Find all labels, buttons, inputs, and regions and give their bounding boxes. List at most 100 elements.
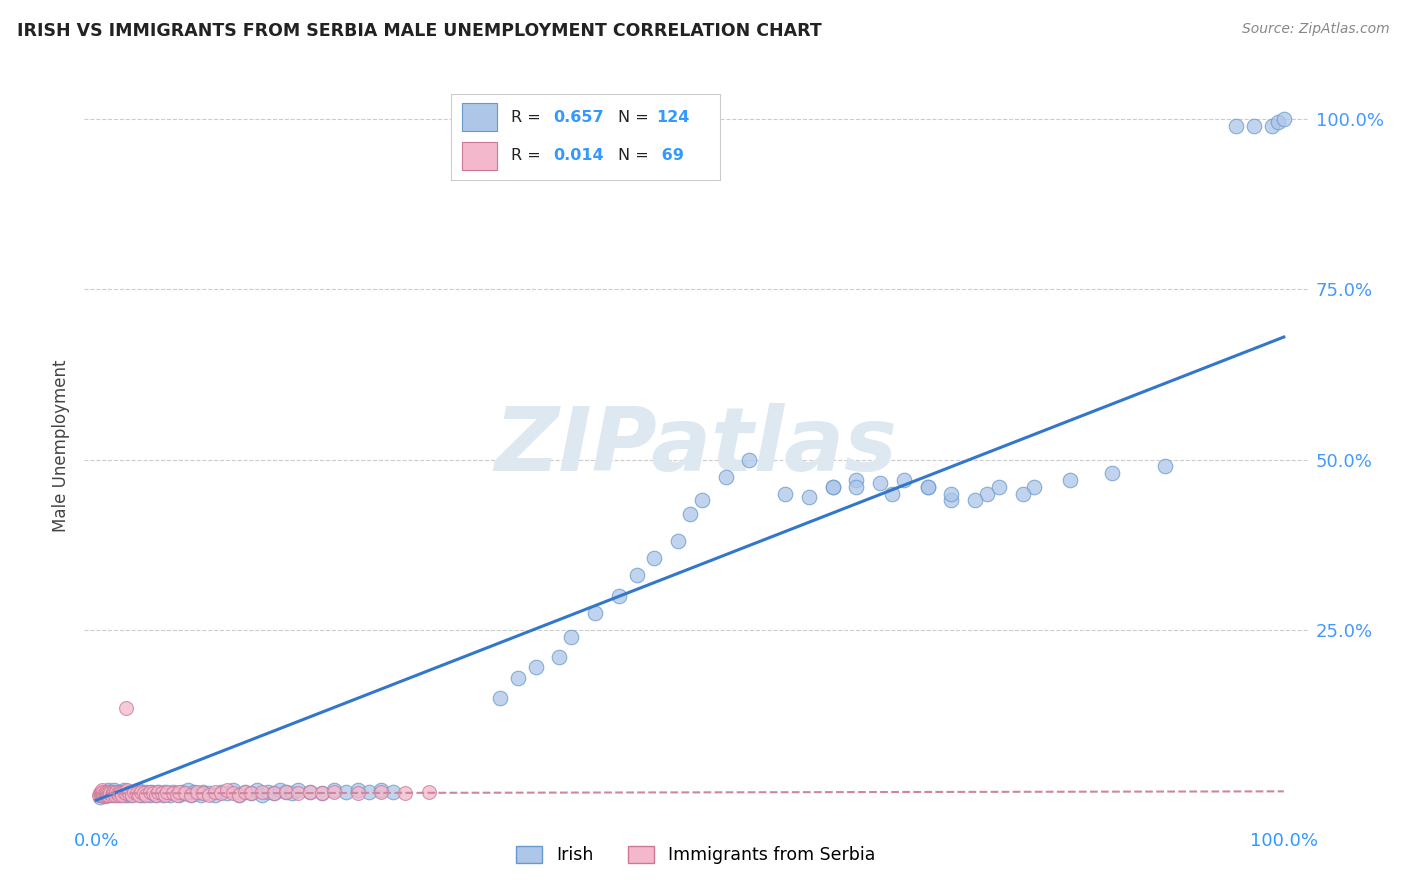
Point	[94, 786, 117, 800]
Point	[821, 480, 844, 494]
Point	[183, 785, 205, 799]
Point	[98, 785, 121, 799]
Point	[108, 788, 131, 802]
Point	[1101, 467, 1123, 481]
Point	[103, 783, 125, 797]
Point	[97, 783, 120, 797]
Point	[269, 783, 291, 797]
Point	[917, 480, 939, 494]
Point	[666, 534, 689, 549]
Point	[111, 786, 134, 800]
Point	[987, 480, 1010, 494]
Point	[215, 786, 238, 800]
Point	[115, 783, 138, 797]
Point	[322, 785, 344, 799]
Point	[90, 788, 112, 802]
Point	[153, 788, 176, 802]
Point	[93, 788, 115, 802]
Point	[869, 476, 891, 491]
Point	[162, 786, 184, 800]
Point	[127, 783, 149, 797]
Point	[176, 783, 198, 797]
Point	[104, 788, 127, 802]
Point	[166, 788, 188, 802]
Point	[114, 788, 136, 802]
Point	[125, 785, 148, 799]
Point	[105, 788, 128, 802]
Point	[198, 788, 221, 802]
Point	[209, 785, 232, 799]
Point	[146, 785, 169, 799]
Point	[165, 786, 187, 800]
Point	[287, 786, 309, 800]
Point	[110, 786, 132, 800]
Point	[94, 785, 117, 799]
Point	[145, 788, 167, 802]
Point	[583, 606, 606, 620]
Point	[222, 786, 245, 800]
Point	[346, 783, 368, 797]
Point	[797, 490, 820, 504]
Point	[186, 785, 208, 799]
Point	[129, 788, 152, 802]
Point	[1059, 473, 1081, 487]
Point	[117, 788, 139, 802]
Point	[93, 788, 115, 802]
Point	[893, 473, 915, 487]
Point	[174, 786, 197, 800]
Point	[139, 785, 162, 799]
Point	[186, 786, 208, 800]
Point	[100, 785, 122, 799]
Point	[690, 493, 713, 508]
Point	[138, 785, 160, 799]
Point	[90, 785, 112, 799]
Point	[152, 788, 174, 802]
Point	[110, 785, 132, 799]
Point	[149, 786, 172, 800]
Point	[714, 469, 737, 483]
Point	[101, 788, 124, 802]
Point	[287, 783, 309, 797]
Point	[97, 788, 120, 802]
Point	[180, 788, 202, 802]
Point	[239, 786, 262, 800]
Point	[131, 786, 153, 800]
Point	[963, 493, 986, 508]
Point	[394, 786, 416, 800]
Point	[643, 551, 665, 566]
Point	[190, 788, 212, 802]
Point	[845, 473, 868, 487]
Point	[169, 788, 191, 802]
Point	[1011, 486, 1033, 500]
Point	[87, 788, 110, 802]
Point	[215, 783, 238, 797]
Text: Source: ZipAtlas.com: Source: ZipAtlas.com	[1241, 22, 1389, 37]
Point	[228, 788, 250, 802]
Point	[773, 486, 796, 500]
Point	[105, 785, 128, 799]
Point	[917, 480, 939, 494]
Point	[281, 786, 304, 800]
Point	[233, 785, 256, 799]
Point	[263, 786, 285, 800]
Point	[821, 480, 844, 494]
Point	[738, 452, 761, 467]
Point	[121, 788, 143, 802]
Point	[506, 671, 529, 685]
Point	[125, 786, 148, 800]
Point	[131, 785, 153, 799]
Point	[93, 786, 115, 800]
Point	[115, 785, 138, 799]
Point	[107, 786, 129, 800]
Text: IRISH VS IMMIGRANTS FROM SERBIA MALE UNEMPLOYMENT CORRELATION CHART: IRISH VS IMMIGRANTS FROM SERBIA MALE UNE…	[17, 22, 821, 40]
Point	[418, 785, 440, 799]
Point	[121, 788, 143, 802]
Point	[89, 786, 111, 800]
Point	[1243, 119, 1265, 133]
Point	[91, 786, 114, 800]
Point	[122, 786, 145, 800]
Point	[233, 785, 256, 799]
Point	[112, 783, 135, 797]
Point	[276, 785, 298, 799]
Point	[359, 785, 381, 799]
